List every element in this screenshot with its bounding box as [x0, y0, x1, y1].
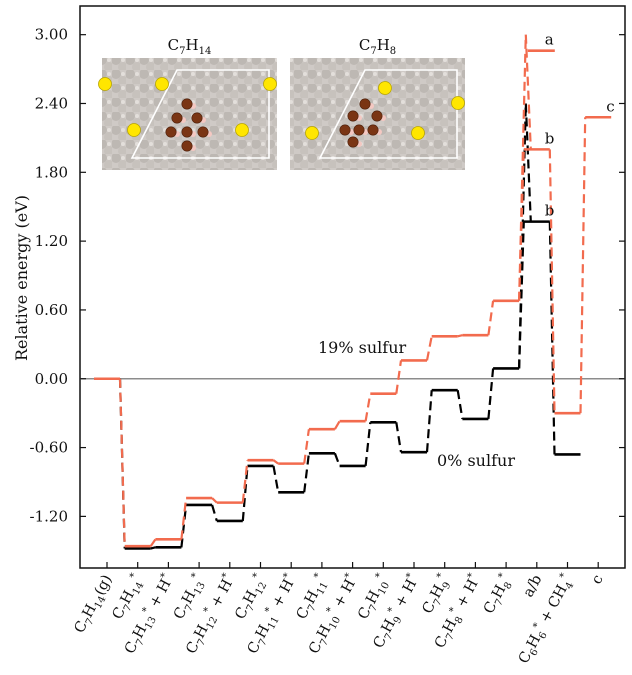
series-19-sulfur	[94, 34, 612, 548]
x-tick-label: C7H14*	[108, 571, 149, 623]
connector	[395, 422, 403, 453]
ts-fall	[524, 34, 532, 150]
connector	[180, 497, 188, 540]
point-label: b	[545, 202, 555, 220]
x-tick-label: c	[589, 572, 607, 587]
inset-title: C7H8	[359, 36, 396, 57]
x-tick-label: C7H10*	[353, 571, 394, 623]
x-tick-label: C7H14(g)	[72, 572, 119, 637]
y-tick-label: 3.00	[35, 26, 68, 44]
connector	[241, 460, 249, 503]
connector	[272, 465, 280, 493]
x-tick-label: C7H11*	[292, 571, 333, 623]
carbon-atom	[191, 112, 203, 124]
y-tick-label: 0.60	[35, 301, 68, 319]
y-tick-label: 1.80	[35, 163, 68, 181]
series-label-0: 0% sulfur	[437, 451, 515, 470]
y-tick-label: -1.20	[30, 507, 68, 525]
unit-cell	[318, 69, 458, 159]
ts-rise	[518, 103, 527, 369]
connector	[150, 546, 156, 550]
y-tick-label: 2.40	[35, 94, 68, 112]
sulfur-atom	[98, 77, 112, 91]
sulfur-atom	[451, 96, 465, 110]
y-tick-label: -0.60	[30, 439, 68, 457]
connector	[211, 504, 218, 522]
carbon-atom	[171, 112, 183, 124]
carbon-atom	[165, 126, 177, 138]
connector	[333, 452, 341, 467]
carbon-atom	[371, 110, 383, 122]
x-tick-label: C7H8* + H*	[430, 571, 486, 652]
connector	[149, 538, 157, 547]
connector	[241, 465, 249, 522]
sulfur-atom	[378, 81, 392, 95]
connector	[272, 459, 279, 465]
carbon-atom	[347, 136, 359, 148]
connector	[425, 336, 433, 361]
inset-title: C7H14	[168, 36, 212, 57]
sulfur-atom	[263, 77, 277, 91]
inset-structure-0: C7H14	[98, 36, 277, 170]
connector	[456, 390, 464, 420]
connector	[211, 497, 218, 504]
connector	[364, 422, 372, 467]
carbon-atom	[339, 124, 351, 136]
carbon-atom	[181, 126, 193, 138]
connector	[118, 378, 126, 547]
carbon-atom	[347, 110, 359, 122]
sulfur-atom	[411, 126, 425, 140]
connector	[487, 368, 495, 419]
sulfur-atom	[235, 123, 249, 137]
carbon-atom	[367, 124, 379, 136]
connector	[457, 334, 463, 338]
connector	[487, 300, 495, 336]
sulfur-atom	[155, 77, 169, 91]
sulfur-atom	[127, 123, 141, 137]
x-tick-label: C7H13*	[169, 571, 210, 623]
carbon-atom	[197, 126, 209, 138]
sulfur-atom	[305, 126, 319, 140]
series-0-sulfur	[94, 103, 581, 550]
carbon-atom	[181, 140, 193, 152]
connector	[579, 117, 587, 414]
connector	[364, 393, 372, 422]
point-label: a	[545, 31, 554, 49]
point-label: c	[606, 97, 614, 115]
series-label-19: 19% sulfur	[318, 338, 407, 357]
surface-image	[102, 58, 277, 170]
connector	[303, 453, 310, 493]
ts-fall	[524, 103, 532, 222]
connector	[333, 420, 341, 430]
carbon-atom	[359, 98, 371, 110]
unit-cell	[130, 69, 270, 159]
y-axis-title: Relative energy (eV)	[12, 195, 31, 361]
carbon-atom	[353, 124, 365, 136]
ts-rise	[518, 34, 527, 301]
connector	[395, 360, 403, 394]
y-tick-label: 1.20	[35, 232, 68, 250]
connector	[303, 429, 310, 464]
point-label: b	[545, 129, 555, 147]
connector	[548, 149, 556, 414]
connector	[180, 504, 188, 548]
carbon-atom	[181, 98, 193, 110]
x-tick-label: a/b	[520, 572, 545, 600]
x-tick-label: C7H8*	[479, 571, 517, 618]
inset-structure-1: C7H8	[290, 36, 465, 170]
x-tick-label: C7H9*	[418, 571, 456, 618]
x-tick-label: C7H12*	[231, 571, 272, 623]
connector	[425, 390, 433, 453]
y-tick-label: 0.00	[35, 370, 68, 388]
